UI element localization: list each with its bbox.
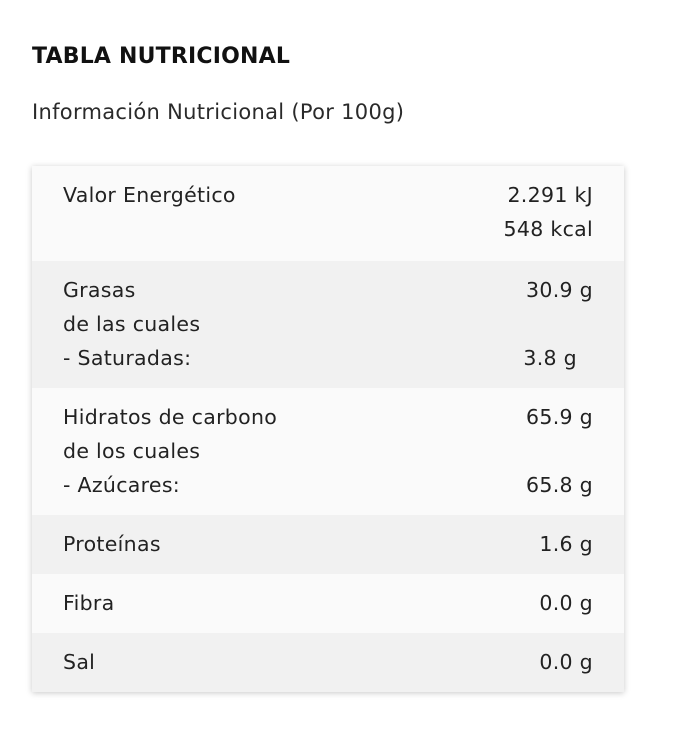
fat-label: Grasas <box>63 278 136 302</box>
fiber-label: Fibra <box>63 591 115 615</box>
section-title: TABLA NUTRICIONAL <box>32 44 291 69</box>
protein-label: Proteínas <box>63 532 161 556</box>
carbs-value: 65.9 g <box>526 405 593 429</box>
saturated-value: 3.8 g <box>523 346 577 370</box>
saturated-label: - Saturadas: <box>63 346 192 370</box>
row-energy: Valor Energético 2.291 kJ 548 kcal <box>32 166 624 261</box>
row-protein: Proteínas 1.6 g <box>32 515 624 574</box>
fat-value: 30.9 g <box>526 278 593 302</box>
row-fiber: Fibra 0.0 g <box>32 574 624 633</box>
energy-kj-value: 2.291 kJ <box>507 183 593 207</box>
nutrition-table: Valor Energético 2.291 kJ 548 kcal Grasa… <box>32 166 624 692</box>
sugars-label: - Azúcares: <box>63 473 181 497</box>
table-subtitle: Información Nutricional (Por 100g) <box>32 100 405 124</box>
row-fat: Grasas de las cuales - Saturadas: 30.9 g… <box>32 261 624 388</box>
carbs-label: Hidratos de carbono <box>63 405 278 429</box>
fat-of-which: de las cuales <box>63 312 201 336</box>
sugars-value: 65.8 g <box>526 473 593 497</box>
carbs-of-which: de los cuales <box>63 439 201 463</box>
energy-label: Valor Energético <box>63 183 236 207</box>
row-carbohydrates: Hidratos de carbono de los cuales - Azúc… <box>32 388 624 515</box>
energy-kcal-value: 548 kcal <box>503 217 593 241</box>
row-salt: Sal 0.0 g <box>32 633 624 692</box>
salt-value: 0.0 g <box>539 650 593 674</box>
salt-label: Sal <box>63 650 96 674</box>
fiber-value: 0.0 g <box>539 591 593 615</box>
protein-value: 1.6 g <box>539 532 593 556</box>
